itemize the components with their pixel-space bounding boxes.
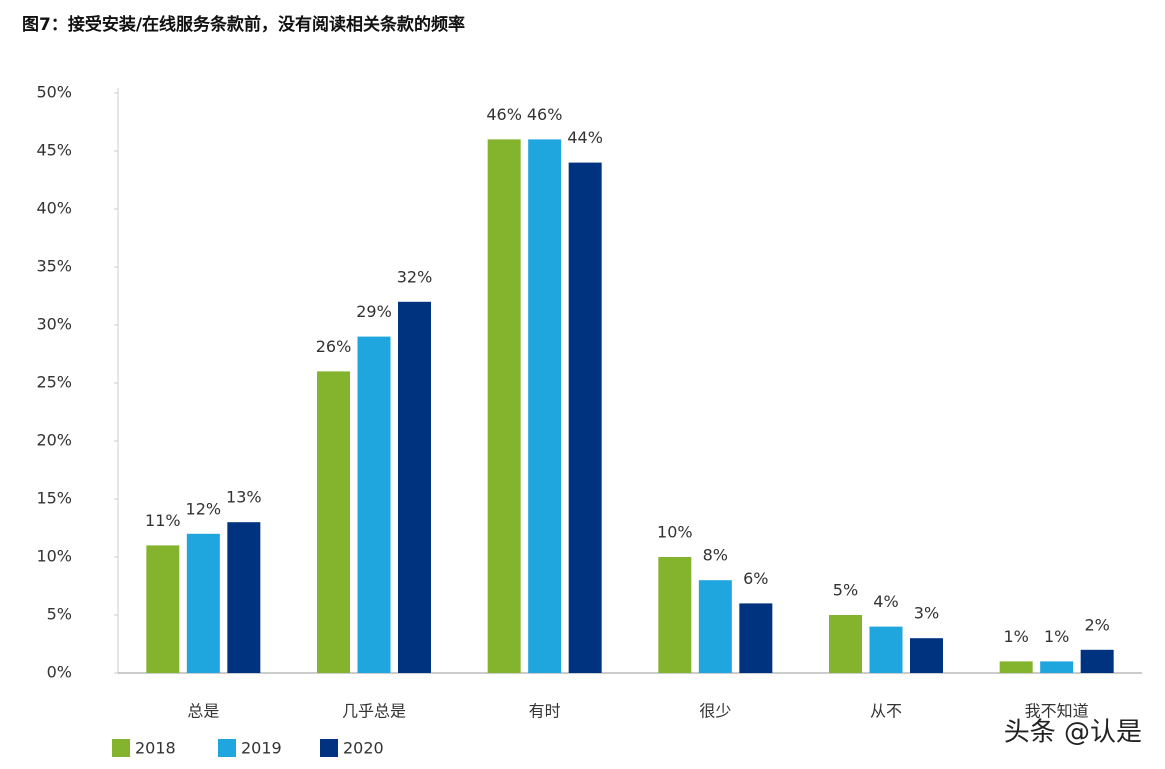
value-label: 44% <box>567 128 603 147</box>
legend-swatch <box>112 739 130 757</box>
bar <box>317 371 350 673</box>
bar <box>398 301 431 673</box>
value-label: 12% <box>186 499 222 518</box>
bar <box>568 162 602 673</box>
value-label: 46% <box>527 105 563 124</box>
legend-swatch <box>320 739 338 757</box>
x-tick-label: 很少 <box>699 702 731 721</box>
y-tick-label: 15% <box>36 489 72 508</box>
value-label: 10% <box>657 523 693 542</box>
value-label: 29% <box>356 302 392 321</box>
bar <box>1080 649 1114 673</box>
bar <box>487 139 521 673</box>
y-tick-label: 35% <box>36 257 72 276</box>
y-tick-label: 0% <box>47 663 72 682</box>
bar <box>739 603 773 673</box>
value-label: 11% <box>145 511 181 530</box>
bar <box>829 615 862 673</box>
watermark: 头条 @认是 <box>1004 718 1142 748</box>
bar <box>999 661 1033 673</box>
bar <box>528 139 562 673</box>
legend-label: 2020 <box>343 739 384 758</box>
bar <box>658 557 692 673</box>
y-tick-label: 20% <box>36 431 72 450</box>
value-label: 6% <box>743 569 768 588</box>
legend-label: 2018 <box>135 739 176 758</box>
y-tick-label: 10% <box>36 547 72 566</box>
x-tick-label: 几乎总是 <box>342 702 406 721</box>
y-tick-label: 40% <box>36 199 72 218</box>
value-label: 8% <box>703 546 728 565</box>
y-tick-label: 5% <box>47 605 72 624</box>
y-tick-label: 25% <box>36 373 72 392</box>
bar <box>910 638 943 673</box>
bar <box>227 522 261 673</box>
bar <box>186 533 220 673</box>
value-label: 32% <box>397 267 433 286</box>
value-label: 46% <box>486 105 522 124</box>
value-label: 4% <box>873 592 898 611</box>
x-tick-label: 从不 <box>870 702 902 721</box>
x-tick-label: 有时 <box>529 702 561 721</box>
value-label: 2% <box>1084 615 1109 634</box>
value-label: 26% <box>316 337 352 356</box>
y-tick-label: 45% <box>36 141 72 160</box>
bar <box>698 580 732 673</box>
y-tick-label: 30% <box>36 315 72 334</box>
y-tick-label: 50% <box>36 83 72 102</box>
value-label: 1% <box>1003 627 1028 646</box>
bar <box>869 626 903 673</box>
value-label: 3% <box>914 604 939 623</box>
legend-label: 2019 <box>241 739 282 758</box>
bar <box>146 545 180 673</box>
x-tick-label: 我不知道 <box>1025 702 1089 721</box>
chart-title: 图7：接受安装/在线服务条款前，没有阅读相关条款的频率 <box>22 14 465 35</box>
value-label: 1% <box>1044 627 1069 646</box>
legend-swatch <box>218 739 236 757</box>
x-tick-label: 总是 <box>187 702 219 721</box>
value-label: 5% <box>833 581 858 600</box>
bar <box>1040 661 1074 673</box>
value-label: 13% <box>226 488 262 507</box>
bar <box>357 336 391 673</box>
